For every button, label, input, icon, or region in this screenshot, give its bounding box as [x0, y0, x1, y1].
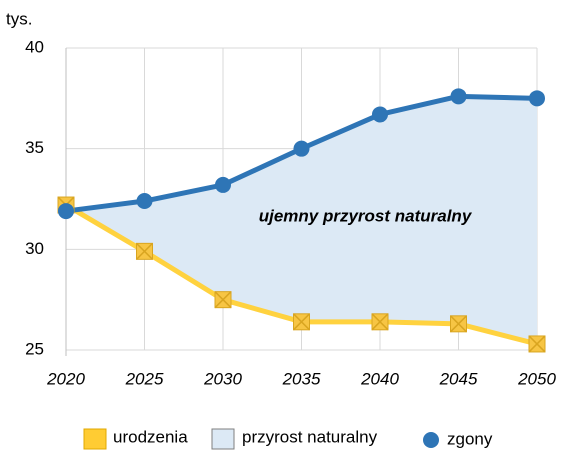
marker: [58, 203, 74, 220]
legend-label: przyrost naturalny: [242, 427, 378, 446]
legend-label: zgony: [447, 429, 493, 448]
legend-swatch: [83, 428, 107, 450]
marker-cross: [135, 242, 154, 260]
x-tick-label: 2020: [46, 369, 85, 388]
marker: [136, 193, 153, 210]
marker-cross: [528, 335, 546, 353]
y-unit: tys.: [6, 9, 32, 28]
legend-swatch: [423, 432, 439, 448]
legend-swatch: [211, 428, 235, 450]
marker: [293, 140, 310, 157]
marker-cross: [292, 313, 311, 331]
x-tick-label: 2040: [360, 369, 399, 388]
marker: [449, 315, 468, 333]
marker: [135, 242, 154, 260]
marker-cross: [371, 313, 389, 331]
y-tick-label: 35: [25, 138, 44, 157]
x-tick-label: 2035: [282, 369, 321, 388]
marker: [529, 90, 545, 107]
y-tick-label: 25: [25, 339, 44, 358]
marker: [450, 88, 467, 105]
annotation: ujemny przyrost naturalny: [259, 206, 473, 225]
marker: [214, 291, 232, 309]
x-tick-label: 2050: [517, 369, 556, 388]
marker: [371, 313, 389, 331]
x-tick-label: 2025: [125, 369, 164, 388]
legend-label: urodzenia: [113, 427, 188, 446]
marker-cross: [449, 315, 468, 333]
marker-cross: [214, 291, 232, 309]
y-tick-label: 30: [25, 239, 44, 258]
x-tick-label: 2030: [203, 369, 242, 388]
y-tick-label: 40: [25, 37, 44, 56]
marker: [372, 106, 388, 123]
marker: [215, 176, 231, 193]
marker: [292, 313, 311, 331]
gap-area: [66, 96, 537, 344]
x-tick-label: 2045: [439, 369, 478, 388]
marker: [528, 335, 546, 353]
